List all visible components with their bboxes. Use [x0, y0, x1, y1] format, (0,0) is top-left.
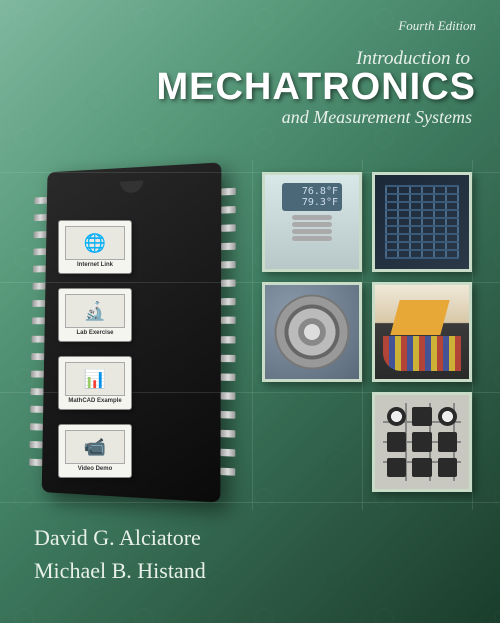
thermostat-buttons	[292, 215, 332, 241]
title-sub: and Measurement Systems	[156, 107, 472, 128]
edition-label: Fourth Edition	[398, 18, 476, 34]
video-demo-icon: 📹 Video Demo	[58, 424, 132, 478]
title-block: Introduction to MECHATRONICS and Measure…	[156, 48, 476, 128]
lcd-temp1: 76.8°F	[302, 186, 338, 197]
resource-icons: 🌐 Internet Link 🔬 Lab Exercise 📊 MathCAD…	[58, 220, 132, 478]
lab-exercise-label: Lab Exercise	[76, 330, 113, 336]
lcd-temp2: 79.3°F	[302, 197, 338, 208]
author-1: David G. Alciatore	[34, 521, 206, 554]
authors-block: David G. Alciatore Michael B. Histand	[34, 521, 206, 587]
microscope-icon: 🔬	[65, 294, 125, 328]
mathcad-example-icon: 📊 MathCAD Example	[58, 356, 132, 410]
book-cover: Fourth Edition Introduction to MECHATRON…	[0, 0, 500, 623]
internet-link-icon: 🌐 Internet Link	[58, 220, 132, 274]
video-demo-label: Video Demo	[78, 466, 113, 472]
mathcad-label: MathCAD Example	[68, 398, 121, 404]
globe-icon: 🌐	[65, 226, 125, 260]
lcd-display: 76.8°F 79.3°F	[282, 183, 342, 211]
motor-photo	[262, 282, 362, 382]
thermostat-photo: 76.8°F 79.3°F	[262, 172, 362, 272]
internet-link-label: Internet Link	[77, 262, 113, 268]
camera-icon: 📹	[65, 430, 125, 464]
circuit-board-photo	[372, 172, 472, 272]
robot-arm-photo	[372, 282, 472, 382]
gauge-grid	[387, 407, 457, 477]
control-panel-photo	[372, 392, 472, 492]
lab-exercise-icon: 🔬 Lab Exercise	[58, 288, 132, 342]
author-2: Michael B. Histand	[34, 554, 206, 587]
chart-icon: 📊	[65, 362, 125, 396]
title-main: MECHATRONICS	[156, 66, 476, 109]
photo-grid: 76.8°F 79.3°F	[262, 172, 472, 492]
